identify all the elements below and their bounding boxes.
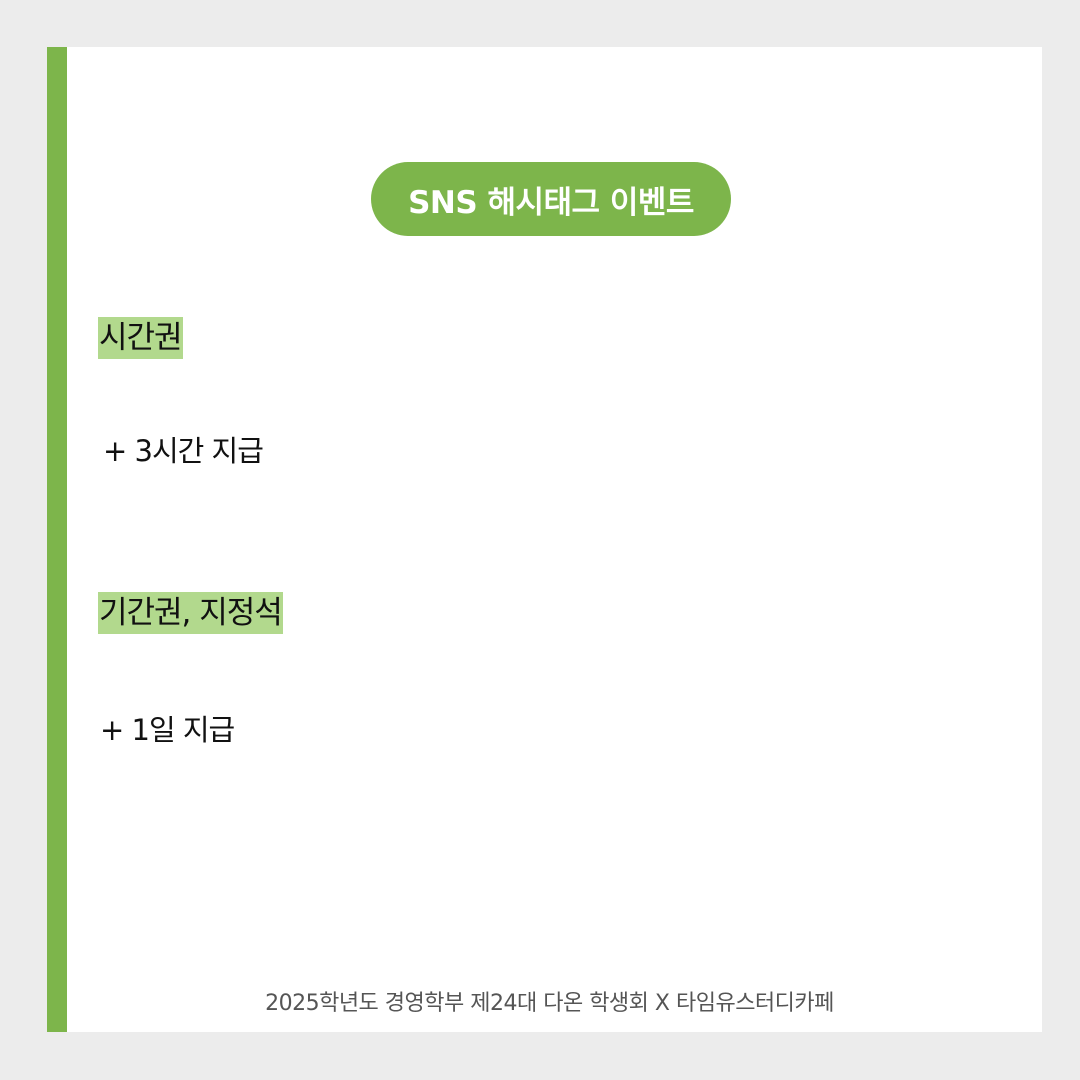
event-title: SNS 해시태그 이벤트	[408, 184, 694, 221]
accent-bar	[47, 47, 67, 1032]
event-title-badge: SNS 해시태그 이벤트	[371, 162, 731, 236]
benefit-time-pass: + 3시간 지급	[103, 434, 264, 468]
section-heading-period-pass: 기간권, 지정석	[98, 592, 283, 634]
event-card: SNS 해시태그 이벤트 시간권 + 3시간 지급 기간권, 지정석 + 1일 …	[47, 47, 1042, 1032]
section-heading-time-pass: 시간권	[98, 317, 183, 359]
footer-credit: 2025학년도 경영학부 제24대 다온 학생회 X 타임유스터디카페	[265, 991, 834, 1016]
benefit-period-pass: + 1일 지급	[100, 713, 235, 747]
